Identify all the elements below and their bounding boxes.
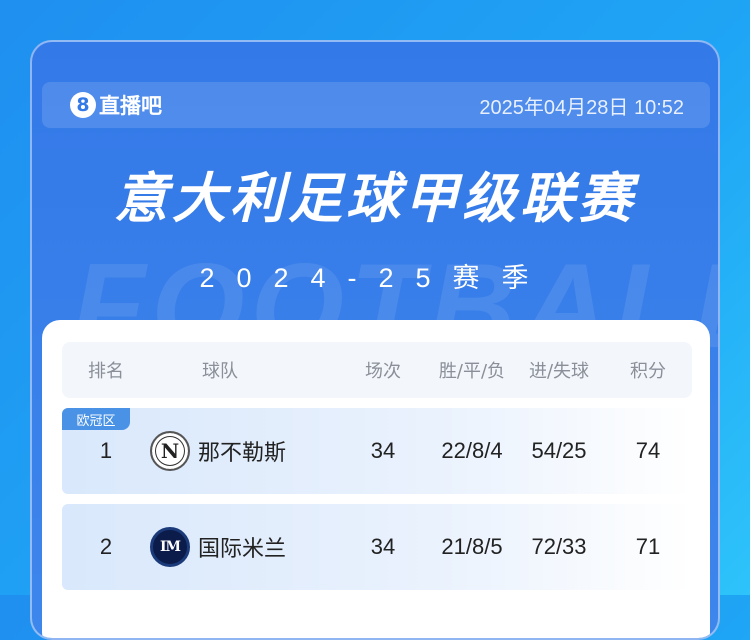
rank: 2 [99, 534, 113, 559]
napoli-crest-icon: N [150, 431, 190, 471]
wdl: 22/8/4 [441, 438, 503, 463]
col-rank: 排名 [88, 361, 124, 382]
page-title: 意大利足球甲级联赛 [114, 167, 636, 230]
table-row[interactable]: 欧冠区 1 N 那不勒斯 34 22/8/4 54/25 74 [62, 408, 692, 494]
goals: 54/25 [531, 438, 587, 463]
team-name: 国际米兰 [198, 537, 287, 562]
col-team: 球队 [202, 361, 238, 382]
rank: 1 [99, 438, 113, 463]
col-wdl: 胜/平/负 [438, 361, 506, 382]
table-header: 排名 球队 场次 胜/平/负 进/失球 积分 [62, 342, 692, 398]
col-points: 积分 [630, 361, 666, 382]
goals: 72/33 [531, 534, 587, 559]
datetime: 2025年04月28日 10:52 [479, 96, 684, 119]
logo-mark-icon: 8 [70, 92, 96, 118]
points: 71 [635, 534, 661, 559]
season-subtitle: 2024-25赛季 [199, 263, 551, 293]
col-goals: 进/失球 [528, 361, 590, 382]
inter-crest-icon: IM [150, 527, 190, 567]
team-cell: N 那不勒斯 [150, 431, 286, 471]
top-bar: 8 直播吧 2025年04月28日 10:52 [42, 82, 710, 128]
team-name: 那不勒斯 [198, 441, 287, 466]
logo-text: 直播吧 [99, 94, 162, 118]
table-row[interactable]: 2 IM 国际米兰 34 21/8/5 72/33 71 [62, 504, 692, 590]
team-cell: IM 国际米兰 [150, 527, 286, 567]
standings-table: 排名 球队 场次 胜/平/负 进/失球 积分 欧冠区 1 N 那不勒斯 34 2… [42, 320, 710, 638]
played: 34 [370, 438, 396, 463]
standings-card: FOOTBALL 8 直播吧 2025年04月28日 10:52 意大利足球甲级… [30, 40, 720, 640]
played: 34 [370, 534, 396, 559]
col-played: 场次 [365, 361, 401, 382]
ucl-zone-badge: 欧冠区 [62, 408, 130, 430]
points: 74 [635, 438, 661, 463]
logo: 8 直播吧 [70, 90, 162, 120]
wdl: 21/8/5 [441, 534, 503, 559]
